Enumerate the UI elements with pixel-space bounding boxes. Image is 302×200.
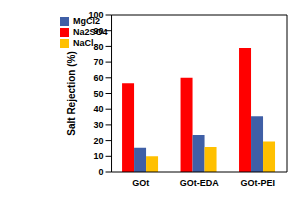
- svg-text:40: 40: [94, 104, 104, 114]
- svg-text:GOt-EDA: GOt-EDA: [180, 178, 219, 188]
- svg-text:70: 70: [94, 57, 104, 67]
- svg-text:90: 90: [94, 26, 104, 36]
- svg-text:80: 80: [94, 42, 104, 52]
- svg-text:30: 30: [94, 120, 104, 130]
- svg-text:60: 60: [94, 73, 104, 83]
- svg-text:Salt Rejection (%): Salt Rejection (%): [66, 51, 77, 135]
- svg-text:GOt-PEI: GOt-PEI: [240, 178, 275, 188]
- svg-text:0: 0: [99, 167, 104, 177]
- svg-text:20: 20: [94, 136, 104, 146]
- svg-text:GOt: GOt: [132, 178, 149, 188]
- svg-text:100: 100: [89, 10, 104, 20]
- svg-text:50: 50: [94, 89, 104, 99]
- svg-text:10: 10: [94, 151, 104, 161]
